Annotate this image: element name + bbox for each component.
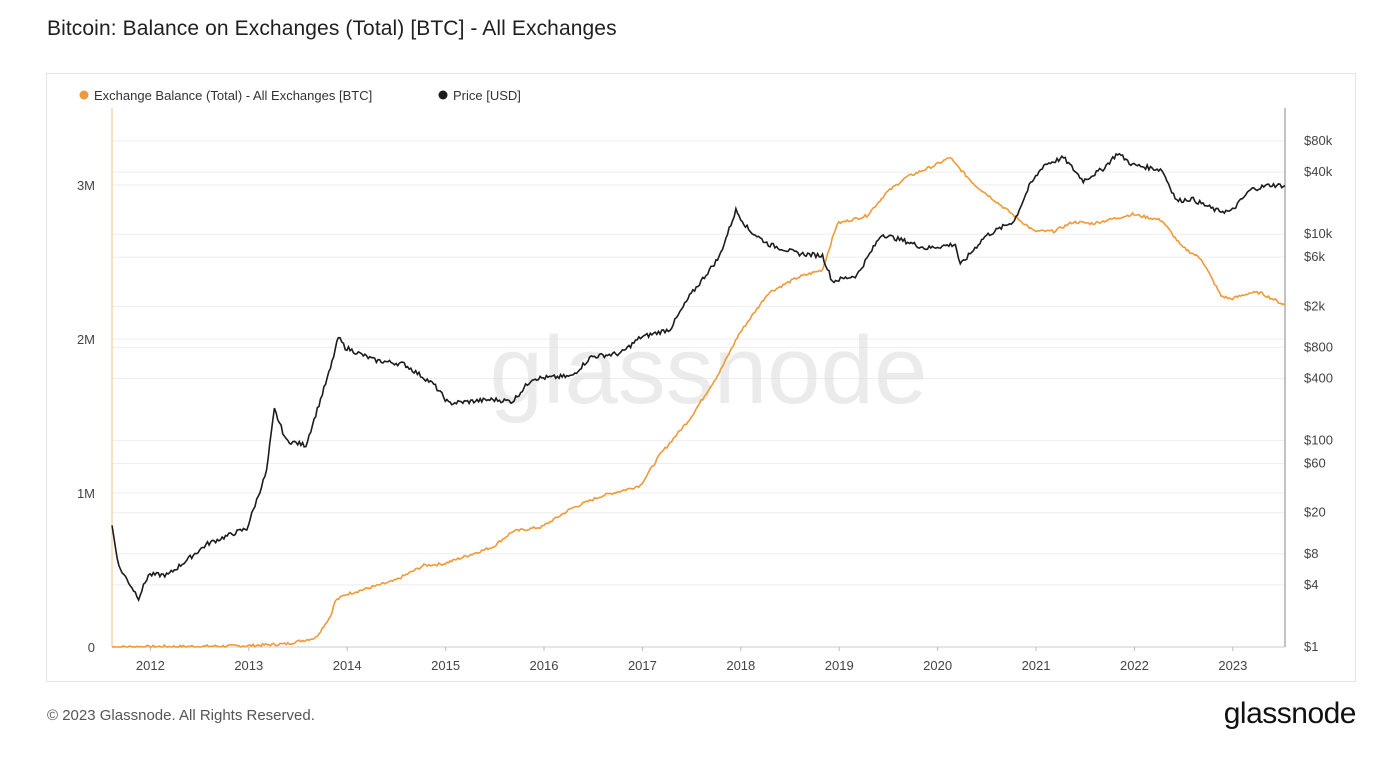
x-tick-label: 2023 — [1218, 658, 1247, 673]
x-tick-label: 2012 — [136, 658, 165, 673]
legend-label-exchange-balance: Exchange Balance (Total) - All Exchanges… — [94, 88, 372, 103]
y-right-tick-label: $10k — [1304, 226, 1333, 241]
legend-swatch-price — [438, 90, 448, 100]
y-right-tick-label: $40k — [1304, 164, 1333, 179]
y-right-tick-label: $4 — [1304, 577, 1318, 592]
series-line-exchange-balance — [111, 156, 1286, 649]
y-right-tick-label: $2k — [1304, 298, 1325, 313]
x-tick-label: 2021 — [1022, 658, 1051, 673]
y-right-tick-label: $100 — [1304, 433, 1333, 448]
y-right-tick-label: $60 — [1304, 455, 1326, 470]
y-left-tick-label: 0 — [88, 640, 95, 655]
x-tick-label: 2015 — [431, 658, 460, 673]
chart-panel — [46, 73, 1356, 682]
copyright: © 2023 Glassnode. All Rights Reserved. — [47, 707, 315, 724]
y-left-tick-label: 1M — [77, 486, 95, 501]
x-tick-label: 2022 — [1120, 658, 1149, 673]
y-right-tick-label: $20 — [1304, 505, 1326, 520]
series-line-price — [111, 152, 1286, 603]
y-left-tick-label: 3M — [77, 178, 95, 193]
x-tick-label: 2020 — [923, 658, 952, 673]
y-right-tick-label: $8 — [1304, 546, 1318, 561]
x-tick-label: 2014 — [333, 658, 362, 673]
y-left-tick-label: 2M — [77, 332, 95, 347]
brand-logo: glassnode — [1223, 697, 1357, 730]
y-right-tick-label: $80k — [1304, 133, 1333, 148]
y-right-tick-label: $400 — [1304, 370, 1333, 385]
chart-svg: glassnode 0 1M 2M 3M $1 $4 $8 $20 $60 $100 $400 $800… — [77, 88, 1333, 673]
legend-label-price: Price [USD] — [453, 88, 521, 103]
x-tick-label: 2013 — [234, 658, 263, 673]
x-tick-label: 2017 — [628, 658, 657, 673]
chart-title: Bitcoin: Balance on Exchanges (Total) [B… — [47, 17, 617, 40]
x-tick-label: 2016 — [530, 658, 559, 673]
x-tick-label: 2018 — [726, 658, 755, 673]
y-right-tick-label: $800 — [1304, 339, 1333, 354]
legend-swatch-exchange-balance — [79, 90, 89, 100]
watermark: glassnode — [490, 317, 928, 424]
x-tick-label: 2019 — [825, 658, 854, 673]
y-right-tick-label: $1 — [1304, 639, 1318, 654]
y-right-tick-label: $6k — [1304, 249, 1325, 264]
